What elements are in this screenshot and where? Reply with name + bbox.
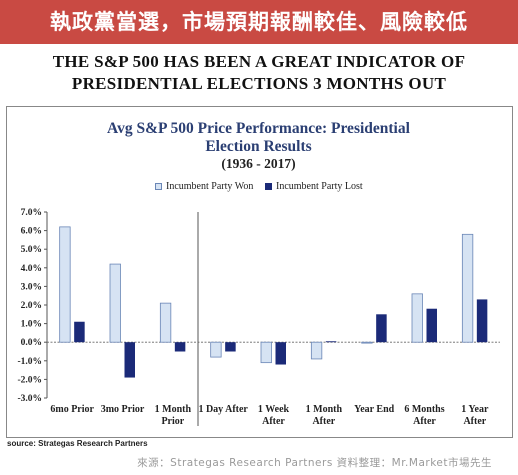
banner-title: 執政黨當選，市場預期報酬較佳、風險較低 xyxy=(0,0,518,44)
category-label: 3mo Prior xyxy=(101,404,145,415)
bar-lost xyxy=(225,342,236,352)
chart-frame xyxy=(6,106,513,438)
category-label: Year End xyxy=(354,404,395,415)
legend-item-lost: Incumbent Party Lost xyxy=(265,181,363,192)
bar-lost xyxy=(376,314,387,343)
y-tick-label: -1.0% xyxy=(17,357,42,367)
y-tick-label: 3.0% xyxy=(21,282,42,292)
source-note: source: Strategas Research Partners xyxy=(7,439,148,448)
chart-title-line-2: Election Results xyxy=(205,138,312,155)
legend-label-won: Incumbent Party Won xyxy=(166,181,254,192)
category-label: After xyxy=(463,416,486,427)
category-label: Prior xyxy=(161,416,184,427)
bar-lost xyxy=(74,321,85,343)
legend-label-lost: Incumbent Party Lost xyxy=(276,181,363,192)
y-tick-label: 6.0% xyxy=(21,227,42,237)
bar-won xyxy=(361,341,373,344)
category-label: 1 Month xyxy=(306,404,343,415)
chart-subtitle: (1936 - 2017) xyxy=(221,156,296,171)
y-tick-label: 2.0% xyxy=(21,301,42,311)
y-tick-label: -2.0% xyxy=(17,375,42,385)
headline-line-2: PRESIDENTIAL ELECTIONS 3 MONTHS OUT xyxy=(71,74,447,93)
y-tick-label: 7.0% xyxy=(21,208,42,218)
bar-won xyxy=(260,341,272,364)
legend-swatch-won xyxy=(155,183,162,190)
y-tick-label: 4.0% xyxy=(21,264,42,274)
category-label: 1 Day After xyxy=(198,404,248,415)
bar-won xyxy=(59,226,71,343)
bar-lost xyxy=(426,308,437,343)
category-label: 6mo Prior xyxy=(50,404,94,415)
bar-lost xyxy=(275,342,286,365)
category-label: 6 Months xyxy=(404,404,444,415)
chart-title: Avg S&P 500 Price Performance: President… xyxy=(107,120,410,137)
category-label: After xyxy=(312,416,335,427)
bar-lost xyxy=(476,299,488,343)
category-label: 1 Month xyxy=(155,404,192,415)
category-label: 1 Week xyxy=(258,404,290,415)
footer-credit: 來源：Strategas Research Partners 資料整理：Mr.M… xyxy=(137,457,492,469)
headline-line-1: THE S&P 500 HAS BEEN A GREAT INDICATOR O… xyxy=(52,52,466,71)
legend-item-won: Incumbent Party Won xyxy=(155,181,253,192)
legend-swatch-lost xyxy=(265,183,272,190)
bar-won xyxy=(411,293,423,343)
bar-won xyxy=(109,263,121,343)
y-tick-label: 1.0% xyxy=(21,320,42,330)
category-label: After xyxy=(262,416,285,427)
bar-won xyxy=(461,233,474,343)
y-tick-label: -3.0% xyxy=(17,394,42,404)
bar-lost xyxy=(124,342,135,378)
category-label: 1 Year xyxy=(461,404,489,415)
bar-won xyxy=(310,341,323,360)
category-label: After xyxy=(413,416,436,427)
bar-won xyxy=(159,302,172,343)
bar-lost xyxy=(325,341,337,343)
y-tick-label: 5.0% xyxy=(21,245,42,255)
bar-lost xyxy=(174,342,186,352)
y-tick-label: 0.0% xyxy=(21,338,42,348)
bar-won xyxy=(210,341,222,358)
